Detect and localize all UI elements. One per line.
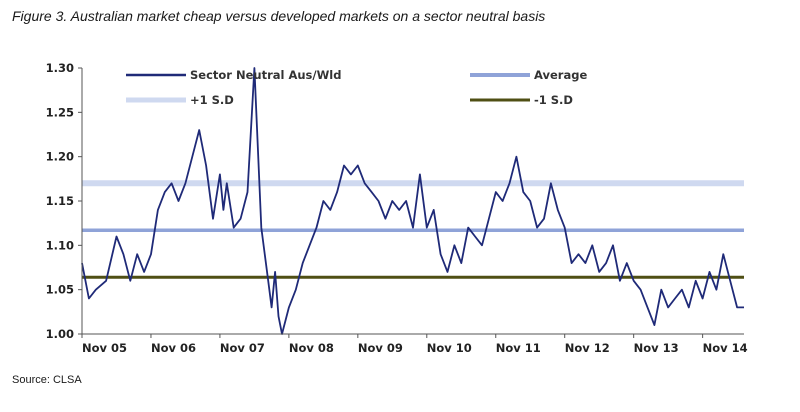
- x-tick-label: Nov 07: [220, 341, 265, 355]
- axes: 1.00 1.05 1.10 1.15 1.20 1.25 1.30 Nov 05 Nov 06…: [46, 61, 748, 355]
- y-tick-label: 1.15: [46, 194, 74, 208]
- legend-item-sector-neutral: Sector Neutral Aus/Wld: [126, 68, 341, 82]
- x-tick-label: Nov 14: [703, 341, 748, 355]
- x-tick-label: Nov 10: [427, 341, 472, 355]
- legend-label: Sector Neutral Aus/Wld: [190, 68, 341, 82]
- figure-title: Figure 3. Australian market cheap versus…: [12, 8, 546, 24]
- x-tick-label: Nov 13: [634, 341, 679, 355]
- y-tick-label: 1.10: [46, 238, 74, 252]
- series-layer: [81, 67, 744, 335]
- legend-item-plus1sd: +1 S.D: [126, 93, 234, 107]
- x-tick-label: Nov 09: [358, 341, 403, 355]
- x-tick-label: Nov 11: [496, 341, 541, 355]
- x-tick-label: Nov 05: [82, 341, 127, 355]
- x-tick-label: Nov 08: [289, 341, 334, 355]
- series-line-sector-neutral: [81, 67, 744, 335]
- legend: Sector Neutral Aus/Wld Average +1 S.D -1 S.…: [126, 68, 587, 107]
- legend-label: -1 S.D: [534, 93, 573, 107]
- legend-label: +1 S.D: [190, 93, 234, 107]
- y-tick-label: 1.20: [46, 150, 74, 164]
- y-tick-label: 1.30: [46, 61, 74, 75]
- y-tick-label: 1.25: [46, 105, 74, 119]
- source-note: Source: CLSA: [12, 374, 82, 386]
- y-tick-label: 1.05: [46, 283, 74, 297]
- legend-item-average: Average: [470, 68, 587, 82]
- reference-lines: [82, 180, 744, 279]
- y-tick-label: 1.00: [46, 327, 74, 341]
- x-tick-label: Nov 06: [151, 341, 196, 355]
- x-tick-label: Nov 12: [565, 341, 610, 355]
- legend-item-minus1sd: -1 S.D: [470, 93, 573, 107]
- legend-label: Average: [534, 68, 587, 82]
